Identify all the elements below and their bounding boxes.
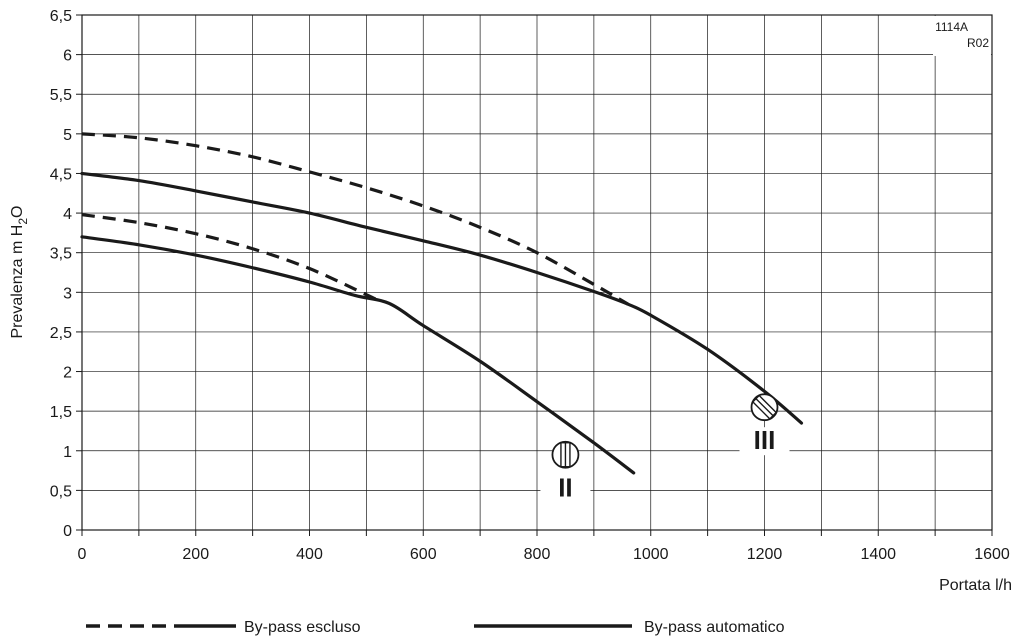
y-tick-label: 2 xyxy=(63,365,72,382)
x-tick-label: 1200 xyxy=(747,546,783,563)
legend-item-bypass-escluso: By-pass escluso xyxy=(86,619,361,636)
annotation-label-bg xyxy=(739,427,790,456)
y-tick-label: 5 xyxy=(63,127,72,144)
knob-marker xyxy=(560,442,571,468)
x-tick-label: 1400 xyxy=(860,546,896,563)
legend: By-pass escluso By-pass automatico xyxy=(86,619,785,636)
x-tick-label: 0 xyxy=(78,546,87,563)
knob-marker xyxy=(751,394,778,420)
annotation-speed-III: III xyxy=(739,393,790,456)
knob-slot-line xyxy=(755,398,774,417)
x-tick-label: 1000 xyxy=(633,546,669,563)
x-tick-label: 200 xyxy=(182,546,209,563)
grid xyxy=(82,15,992,530)
annotation-label: III xyxy=(754,425,776,455)
y-tick-label: 3 xyxy=(63,285,72,302)
annotation-speed-II: II xyxy=(540,440,591,503)
y-axis-ticks: 0 0,5 1 1,5 2 2,5 3 3,5 4 4,5 5 5,5 6 6,5 xyxy=(50,8,82,540)
series-lines xyxy=(80,132,804,475)
series-line-solid-II xyxy=(80,235,636,475)
y-tick-label: 2,5 xyxy=(50,325,72,342)
x-tick-label: 800 xyxy=(524,546,551,563)
y-tick-label: 6,5 xyxy=(50,8,72,25)
y-tick-label: 0,5 xyxy=(50,483,72,500)
series-line-solid-III xyxy=(80,171,804,425)
y-tick-label: 3,5 xyxy=(50,246,72,263)
annotation-label-bg xyxy=(540,474,591,503)
chart-code-box: 1114A R02 xyxy=(933,16,991,56)
y-tick-label: 4,5 xyxy=(50,166,72,183)
y-tick-label: 1,5 xyxy=(50,404,72,421)
legend-label: By-pass automatico xyxy=(644,619,785,636)
diagonal-knob-icon xyxy=(750,393,779,422)
chart-code-line1: 1114A xyxy=(935,20,968,34)
x-tick-label: 400 xyxy=(296,546,323,563)
series-line-dashed-III xyxy=(81,132,629,306)
y-tick-label: 1 xyxy=(63,444,72,461)
vertical-knob-icon xyxy=(551,440,580,469)
legend-label: By-pass escluso xyxy=(244,619,361,636)
annotation-label: II xyxy=(558,473,572,503)
x-axis-label: Portata l/h xyxy=(939,577,1012,594)
chart-code-line2: R02 xyxy=(967,36,989,50)
y-tick-label: 5,5 xyxy=(50,87,72,104)
series-line-dashed-II xyxy=(81,213,379,302)
y-axis-label: Prevalenza m H2O xyxy=(9,206,30,339)
legend-item-bypass-automatico: By-pass automatico xyxy=(474,619,785,636)
y-tick-label: 0 xyxy=(63,523,72,540)
x-tick-label: 600 xyxy=(410,546,437,563)
y-tick-label: 4 xyxy=(63,206,72,223)
x-tick-label: 1600 xyxy=(974,546,1010,563)
x-axis-ticks: 0 200 400 600 800 1000 1200 1400 1600 xyxy=(78,530,1010,563)
y-tick-label: 6 xyxy=(63,48,72,65)
